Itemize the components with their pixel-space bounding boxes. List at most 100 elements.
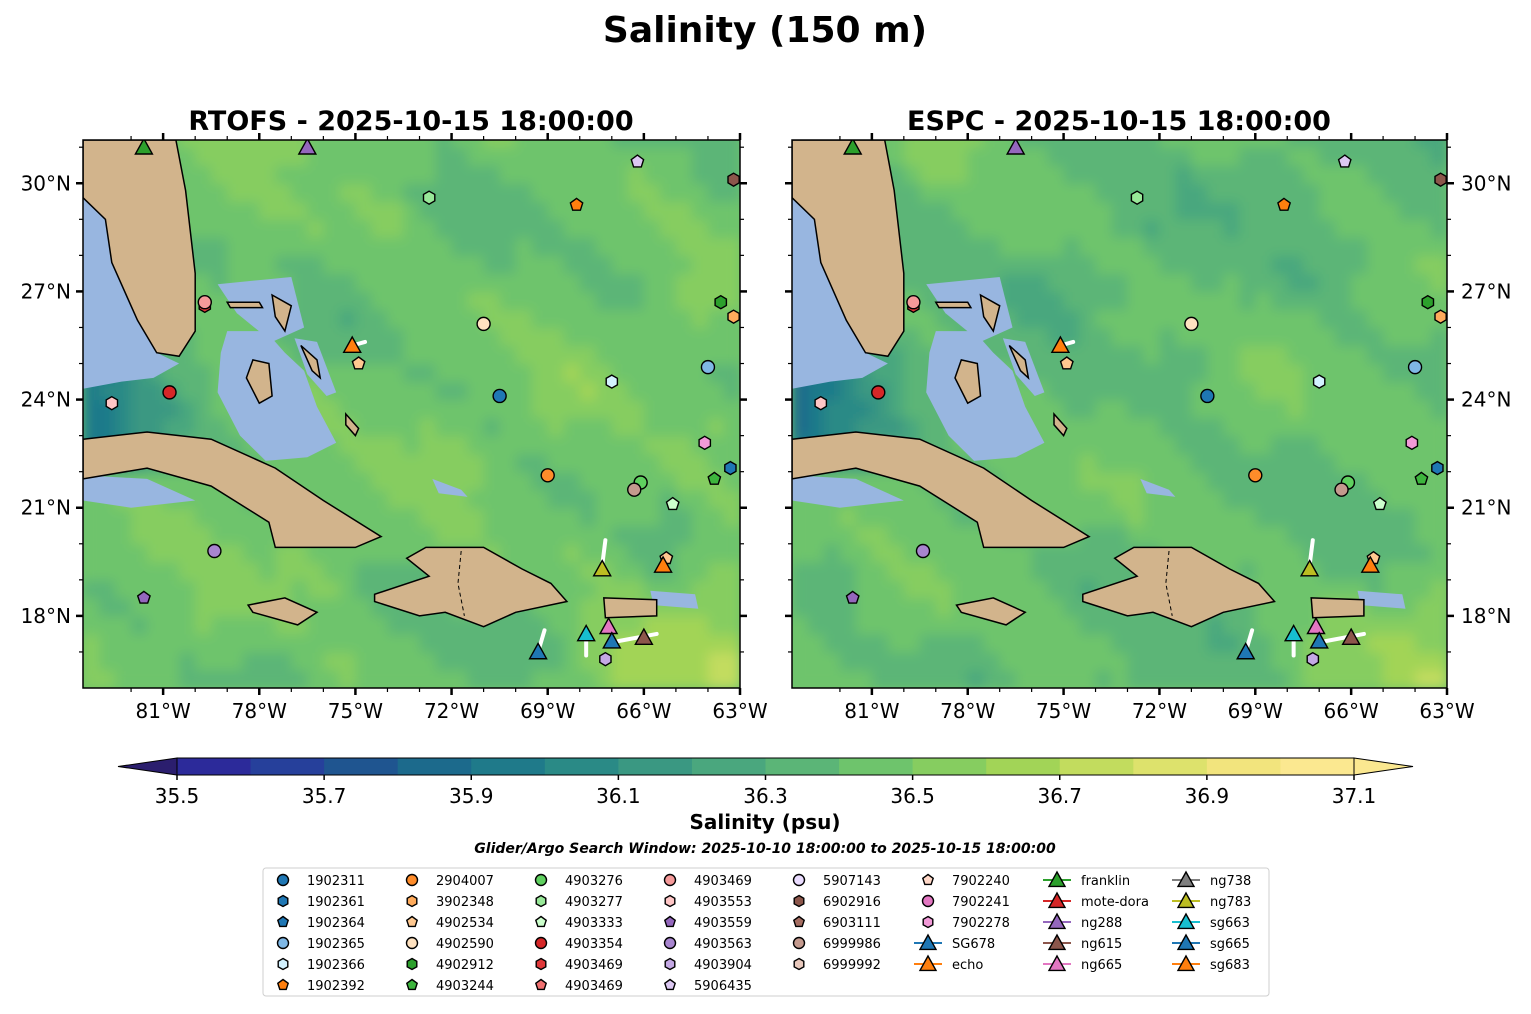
glider-marker xyxy=(1005,140,1026,155)
land-eleuthera xyxy=(300,344,322,380)
svg-text:5906435: 5906435 xyxy=(694,979,752,994)
colorbar-segment xyxy=(839,758,914,775)
lon-tick-label: 66°W xyxy=(616,699,671,723)
legend-entry: 4903904 xyxy=(664,957,752,973)
glider-marker xyxy=(1341,627,1361,646)
lon-tick-label: 69°W xyxy=(1228,699,1283,723)
argo-float-marker xyxy=(1421,294,1435,310)
argo-float-marker xyxy=(727,172,740,188)
glider-marker xyxy=(592,559,612,577)
colorbar-segment xyxy=(618,758,693,775)
colorbar-tick-label: 35.9 xyxy=(449,784,494,808)
lon-tick-label: 69°W xyxy=(520,699,575,723)
land-grand-bahama xyxy=(225,301,264,309)
glider-marker xyxy=(653,555,673,573)
land-hispaniola xyxy=(1082,546,1276,628)
argo-float-marker xyxy=(1431,460,1444,476)
espc-axes-frame xyxy=(791,139,1448,689)
land-long-island xyxy=(345,412,360,437)
figure-title: Salinity (150 m) xyxy=(603,10,927,51)
colorbar-segment xyxy=(1206,758,1281,775)
land-florida xyxy=(83,140,196,358)
legend-entry: SG678 xyxy=(914,933,995,952)
espc-axis-ticks: 81°W 78°W 75°W 72°W 69°W 66°W 63°W 30°N 27°N 24°N… xyxy=(785,133,1511,723)
colorbar-segment xyxy=(986,758,1061,775)
argo-float-marker xyxy=(915,543,931,559)
svg-text:4903276: 4903276 xyxy=(565,874,623,889)
colorbar-segment xyxy=(765,758,840,775)
lat-tick-label: 30°N xyxy=(1461,171,1511,195)
glider-marker xyxy=(297,140,318,155)
argo-float-marker xyxy=(1372,496,1387,511)
legend-entry: ng615 xyxy=(1043,933,1122,952)
colorbar-segment xyxy=(1280,758,1355,775)
argo-float-marker xyxy=(422,190,436,206)
legend-entry: 5907143 xyxy=(792,873,881,889)
svg-text:ng665: ng665 xyxy=(1081,958,1122,973)
land-grand-bahama xyxy=(934,301,973,309)
svg-text:1902392: 1902392 xyxy=(307,979,365,994)
lat-tick-label: 24°N xyxy=(21,388,71,412)
argo-float-marker xyxy=(569,197,584,211)
argo-float-marker xyxy=(1248,468,1263,483)
lon-tick-label: 78°W xyxy=(940,699,995,723)
land-long-island xyxy=(1053,412,1068,437)
argo-float-marker xyxy=(707,471,722,485)
argo-float-marker xyxy=(207,543,222,559)
glider-marker xyxy=(1360,555,1381,573)
argo-float-marker xyxy=(700,359,716,375)
land-andros xyxy=(954,359,982,405)
rtofs-landmasses xyxy=(83,140,658,628)
legend-entry: ng288 xyxy=(1043,912,1122,931)
land-florida xyxy=(792,140,905,358)
legend-entry: 4903469 xyxy=(535,957,623,973)
legend-entry: 4903553 xyxy=(664,894,752,910)
svg-text:sg665: sg665 xyxy=(1210,937,1250,952)
lon-tick-label: 78°W xyxy=(232,699,287,723)
svg-text:4903904: 4903904 xyxy=(694,958,752,973)
argo-float-marker xyxy=(540,468,555,483)
colorbar-tick-label: 35.5 xyxy=(155,784,200,808)
lat-tick-label: 27°N xyxy=(1461,279,1511,303)
colorbar-tick-label: 36.5 xyxy=(890,784,935,808)
svg-text:1902311: 1902311 xyxy=(307,874,365,889)
colorbar-segment xyxy=(397,758,472,775)
argo-float-marker xyxy=(1405,435,1419,451)
glider-marker xyxy=(843,140,863,155)
colorbar-extend-min xyxy=(117,757,178,776)
svg-text:sg683: sg683 xyxy=(1210,958,1250,973)
svg-text:4903559: 4903559 xyxy=(694,916,752,931)
legend-entry: 6903111 xyxy=(792,915,881,931)
glider-marker xyxy=(1236,642,1256,660)
svg-text:4903563: 4903563 xyxy=(694,937,752,952)
svg-text:ng288: ng288 xyxy=(1081,916,1122,931)
colorbar-tick-label: 35.7 xyxy=(302,784,347,808)
argo-float-marker xyxy=(1200,388,1215,404)
colorbar-segment xyxy=(250,758,325,775)
svg-text:ng615: ng615 xyxy=(1081,937,1122,952)
svg-text:4903277: 4903277 xyxy=(565,895,623,910)
colorbar-tick-label: 36.1 xyxy=(596,784,641,808)
legend-entry: 1902364 xyxy=(276,915,365,931)
lat-tick-label: 21°N xyxy=(21,496,71,520)
svg-text:4903469: 4903469 xyxy=(694,874,752,889)
legend-entry: 4903244 xyxy=(405,978,494,994)
svg-text:sg663: sg663 xyxy=(1210,916,1250,931)
land-andros xyxy=(245,359,273,405)
lon-tick-label: 72°W xyxy=(424,699,479,723)
glider-marker xyxy=(602,631,622,649)
country-border xyxy=(457,550,465,616)
lon-tick-label: 66°W xyxy=(1324,699,1379,723)
search-window-text: Glider/Argo Search Window: 2025-10-10 18… xyxy=(474,841,1056,857)
legend-entry: sg665 xyxy=(1172,933,1250,952)
legend-entry: 4902590 xyxy=(405,936,494,952)
colorbar-segment xyxy=(471,758,546,775)
legend-entry: 1902366 xyxy=(277,957,365,973)
svg-text:6999992: 6999992 xyxy=(823,958,881,973)
svg-text:1902364: 1902364 xyxy=(307,916,365,931)
svg-text:6903111: 6903111 xyxy=(823,916,881,931)
argo-float-marker xyxy=(136,590,151,604)
colorbar-segment xyxy=(544,758,619,775)
legend-entry: 5906435 xyxy=(663,978,752,994)
svg-text:4903333: 4903333 xyxy=(565,916,623,931)
